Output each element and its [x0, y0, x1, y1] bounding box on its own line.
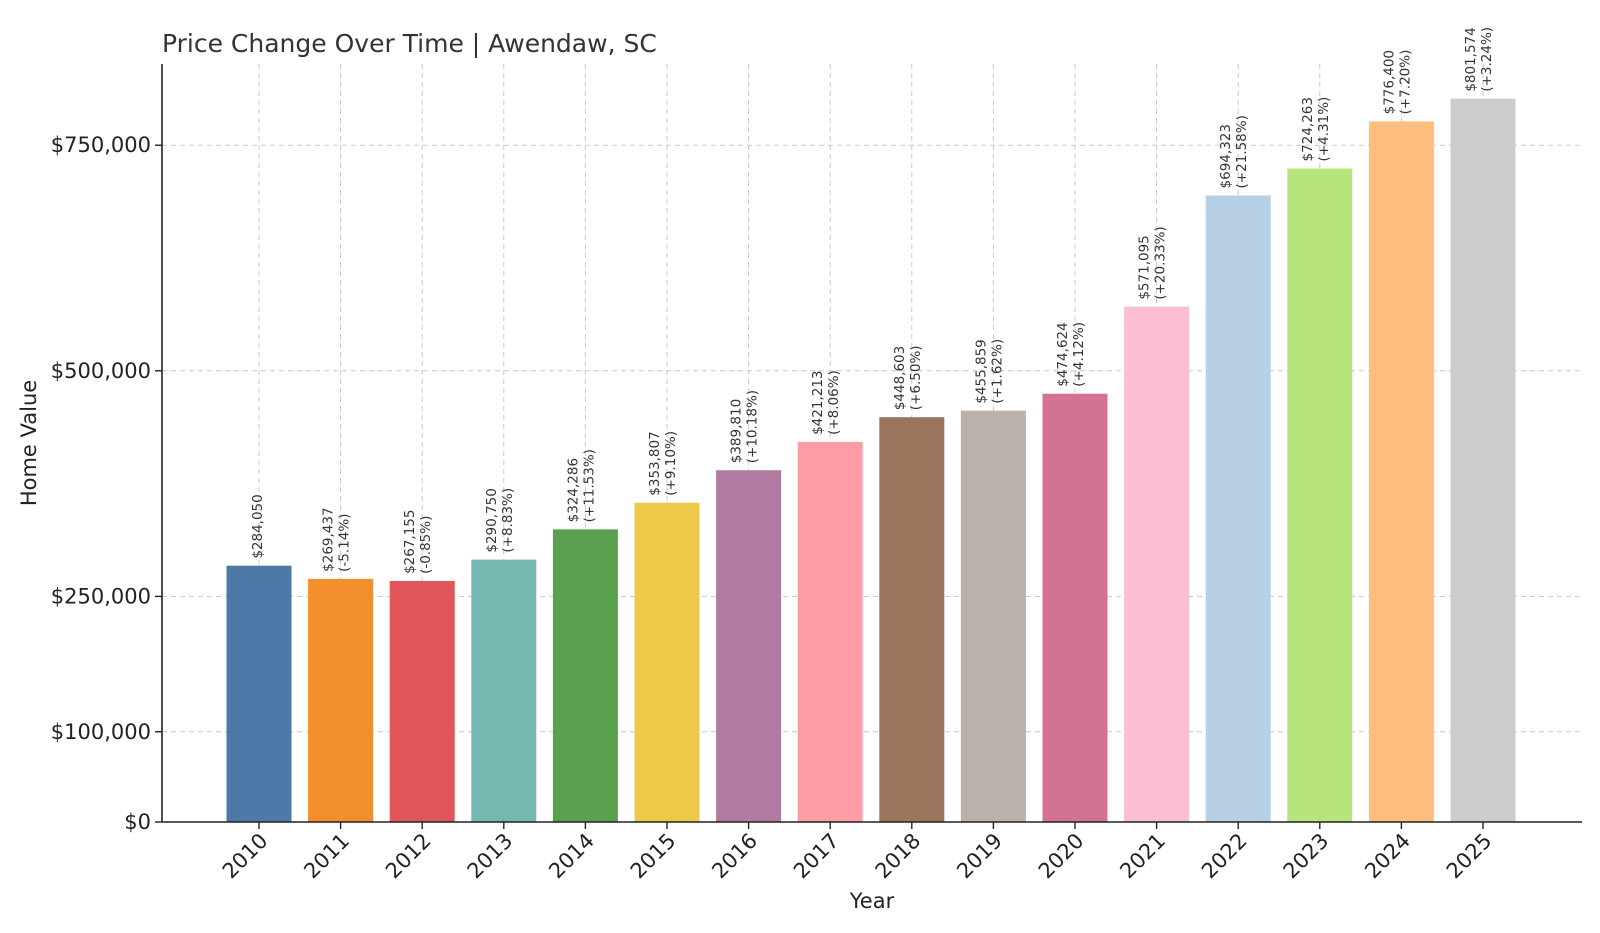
bar-change-label: (+6.50%) [908, 345, 924, 410]
bar-2016 [716, 470, 782, 822]
bar-2018 [879, 417, 945, 822]
bar-change-label: (-0.85%) [418, 516, 434, 574]
x-tick-label: 2018 [871, 829, 926, 884]
bar-2020 [1042, 393, 1108, 822]
bar-change-label: (+4.12%) [1071, 322, 1087, 387]
x-tick-label: 2021 [1115, 829, 1170, 884]
bar-labels: $284,050 $269,437 (-5.14%) $267,155 (-0.85%)… [250, 27, 1495, 574]
bar-value-label: $353,807 [647, 431, 663, 495]
bar-2024 [1368, 121, 1434, 823]
x-ticks: 2010 2011 2012 2013 2014 2015 2016 2017 2018 2019… [218, 822, 1497, 883]
y-tick-label: $750,000 [51, 133, 151, 157]
x-tick-label: 2012 [381, 829, 436, 884]
bar-2014 [552, 529, 618, 822]
bar-value-label: $801,574 [1463, 27, 1479, 91]
x-tick-label: 2014 [544, 829, 599, 884]
bar-value-label: $421,213 [810, 370, 826, 434]
x-tick-label: 2013 [463, 829, 518, 884]
bar-value-label: $455,859 [973, 339, 989, 403]
bar-2022 [1205, 195, 1271, 822]
bar-2025 [1450, 98, 1516, 823]
bar-change-label: (+8.06%) [826, 370, 842, 435]
bar-value-label: $290,750 [484, 488, 500, 552]
chart-title: Price Change Over Time | Awendaw, SC [162, 29, 657, 58]
bar-value-label: $284,050 [250, 494, 266, 558]
bar-2010 [226, 565, 292, 822]
bar-change-label: (+8.83%) [500, 488, 516, 553]
x-tick-label: 2011 [299, 829, 354, 884]
x-tick-label: 2023 [1279, 829, 1334, 884]
bar-value-label: $389,810 [729, 399, 745, 463]
bar-2013 [471, 559, 537, 822]
y-axis-label: Home Value [17, 380, 41, 506]
bar-value-label: $474,624 [1055, 322, 1071, 386]
y-tick-label: $250,000 [51, 584, 151, 608]
bar-value-label: $269,437 [321, 507, 337, 571]
x-axis-label: Year [849, 889, 895, 913]
bar-value-label: $267,155 [402, 510, 418, 574]
x-tick-label: 2019 [952, 829, 1007, 884]
bars [226, 98, 1516, 823]
bar-value-label: $724,263 [1300, 97, 1316, 161]
bar-change-label: (+21.58%) [1234, 115, 1250, 188]
x-tick-label: 2010 [218, 829, 273, 884]
x-tick-label: 2025 [1442, 829, 1497, 884]
bar-2011 [308, 578, 374, 822]
bar-2017 [797, 441, 863, 822]
bar-value-label: $324,286 [565, 458, 581, 522]
bar-change-label: (+10.18%) [745, 390, 761, 463]
bar-change-label: (+11.53%) [581, 449, 597, 522]
bar-change-label: (+9.10%) [663, 431, 679, 496]
y-tick-label: $0 [124, 810, 151, 834]
y-tick-label: $100,000 [51, 720, 151, 744]
bar-change-label: (+3.24%) [1479, 27, 1495, 92]
bar-change-label: (+1.62%) [989, 339, 1005, 404]
bar-2021 [1124, 306, 1190, 822]
x-tick-label: 2016 [707, 829, 762, 884]
x-tick-label: 2017 [789, 829, 844, 884]
axes [161, 64, 1582, 823]
y-tick-label: $500,000 [51, 359, 151, 383]
bar-value-label: $694,323 [1218, 124, 1234, 188]
x-tick-label: 2020 [1034, 829, 1089, 884]
bar-value-label: $448,603 [892, 346, 908, 410]
bar-2015 [634, 502, 700, 822]
bar-2023 [1287, 168, 1353, 823]
bar-value-label: $776,400 [1381, 50, 1397, 114]
bar-change-label: (+20.33%) [1153, 226, 1169, 299]
x-tick-label: 2015 [626, 829, 681, 884]
bar-change-label: (+4.31%) [1316, 97, 1332, 162]
x-tick-label: 2022 [1197, 829, 1252, 884]
x-tick-label: 2024 [1360, 829, 1415, 884]
bar-2019 [960, 410, 1026, 822]
bar-change-label: (-5.14%) [337, 514, 353, 572]
bar-change-label: (+7.20%) [1397, 50, 1413, 115]
bar-value-label: $571,095 [1137, 235, 1153, 299]
y-ticks: $0 $100,000 $250,000 $500,000 $750,000 [51, 133, 162, 834]
bar-2012 [389, 580, 455, 822]
